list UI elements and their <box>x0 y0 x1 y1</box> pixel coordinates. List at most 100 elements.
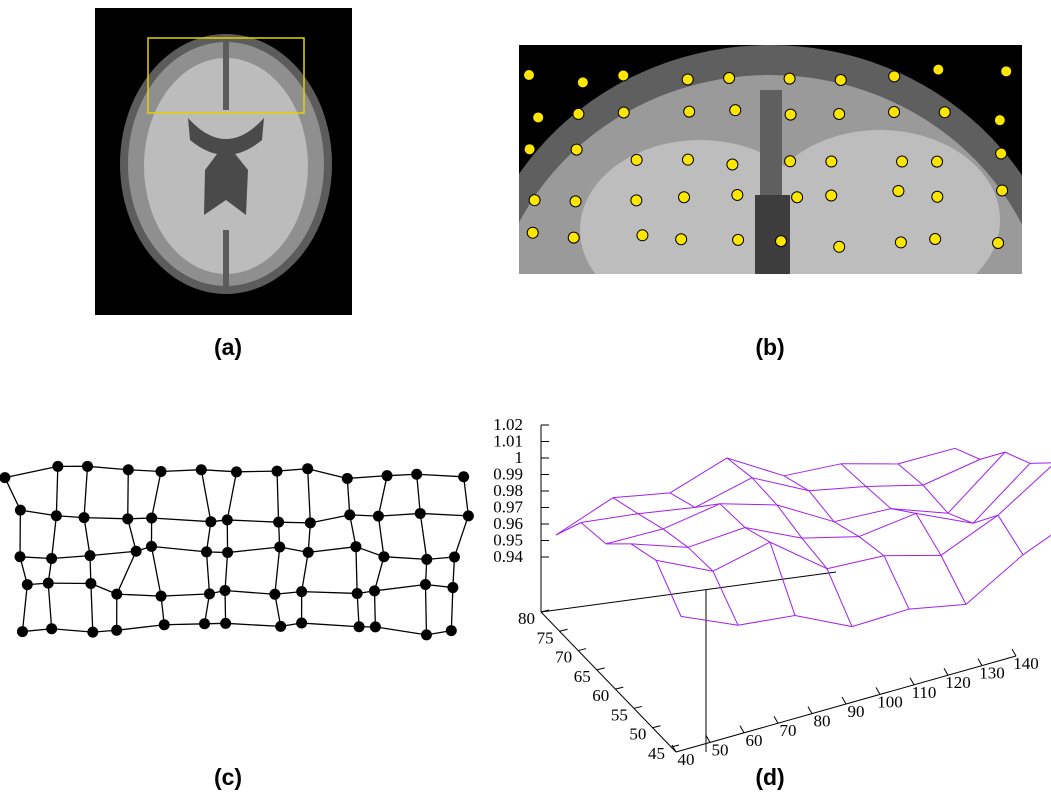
y-tick-label: 50 <box>629 725 646 744</box>
node <box>342 473 353 484</box>
wire <box>859 537 884 556</box>
node <box>204 588 215 599</box>
edge <box>420 513 468 515</box>
node <box>146 541 157 552</box>
point <box>834 109 845 120</box>
edge <box>308 547 356 553</box>
wire <box>909 604 966 609</box>
wire <box>884 556 909 609</box>
wire <box>802 537 859 539</box>
edge <box>88 466 129 469</box>
node <box>82 461 93 472</box>
node <box>411 469 422 480</box>
edge <box>161 594 209 596</box>
x-tick <box>842 697 846 704</box>
wire <box>955 448 980 459</box>
point <box>997 185 1008 196</box>
node <box>201 546 212 557</box>
point <box>932 191 943 202</box>
point <box>785 109 796 120</box>
figure: 1.021.0110.990.980.970.960.950.948075706… <box>0 0 1051 799</box>
point <box>730 105 741 116</box>
point <box>895 237 906 248</box>
edge <box>117 625 165 631</box>
node <box>354 621 365 632</box>
panel-d-plot: 1.021.0110.990.980.970.960.950.948075706… <box>493 415 1051 769</box>
wire <box>581 523 606 544</box>
point <box>631 154 642 165</box>
wire <box>898 464 923 485</box>
x-tick-label: 40 <box>678 750 695 769</box>
point <box>993 237 1004 248</box>
edge <box>417 474 464 477</box>
node <box>370 621 381 632</box>
y-tick <box>634 706 642 708</box>
node <box>373 511 384 522</box>
edge <box>84 466 87 517</box>
node <box>463 510 474 521</box>
node <box>421 629 432 640</box>
wire <box>852 609 909 627</box>
wire <box>738 615 795 625</box>
edge <box>356 547 357 594</box>
node <box>449 551 460 562</box>
wire <box>998 515 1023 555</box>
node <box>447 582 458 593</box>
edge <box>227 472 236 520</box>
node <box>303 547 314 558</box>
x-tick-label: 50 <box>712 740 729 759</box>
node <box>111 589 122 600</box>
x-tick-label: 120 <box>945 673 971 692</box>
node <box>458 471 469 482</box>
wire <box>777 505 802 538</box>
edge <box>302 552 309 591</box>
edge <box>56 466 57 515</box>
point <box>529 195 540 206</box>
point <box>724 72 735 83</box>
node <box>274 542 285 553</box>
wire <box>916 513 941 555</box>
node <box>131 546 142 557</box>
x-tick-label: 140 <box>1013 654 1039 673</box>
point <box>930 234 941 245</box>
point <box>1001 66 1012 77</box>
edge <box>48 583 51 629</box>
point <box>889 71 900 82</box>
point <box>727 159 738 170</box>
wire <box>663 529 688 547</box>
wire <box>688 528 745 548</box>
point <box>676 234 687 245</box>
wire <box>777 505 834 522</box>
point <box>570 196 581 207</box>
edge <box>52 556 90 559</box>
edge <box>302 623 359 627</box>
edge <box>310 515 349 523</box>
point <box>784 73 795 84</box>
wire <box>613 493 670 498</box>
wire <box>891 509 948 514</box>
node <box>22 579 33 590</box>
wire <box>866 486 891 508</box>
wire <box>834 509 891 522</box>
edge <box>375 585 426 591</box>
node <box>85 550 96 561</box>
wire <box>656 560 713 571</box>
point <box>826 156 837 167</box>
point <box>826 190 837 201</box>
wire <box>770 542 795 615</box>
wire <box>827 569 852 627</box>
edge <box>375 627 426 635</box>
x-tick <box>808 707 812 714</box>
edge <box>236 471 277 472</box>
node <box>220 585 231 596</box>
node <box>111 625 122 636</box>
wire <box>631 544 656 560</box>
node <box>378 551 389 562</box>
wire <box>670 458 727 493</box>
node <box>420 579 431 590</box>
point <box>939 107 950 118</box>
point <box>792 192 803 203</box>
edge <box>425 585 426 635</box>
wire <box>581 514 638 523</box>
node <box>87 627 98 638</box>
